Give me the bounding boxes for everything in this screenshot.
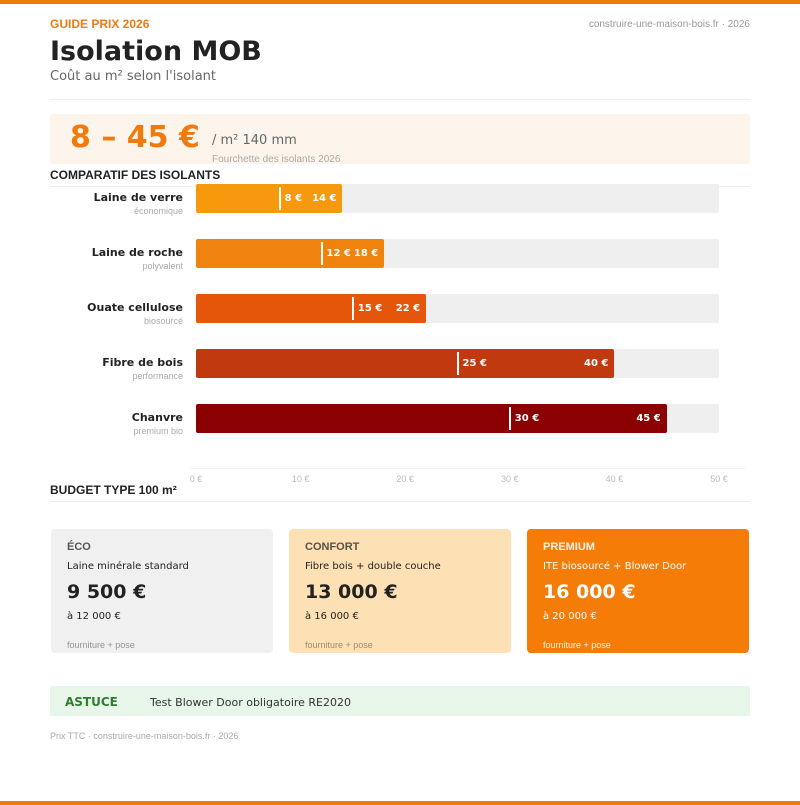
row-sublabel: biosourcé xyxy=(143,316,183,326)
tip-text: Test Blower Door obligatoire RE2020 xyxy=(150,696,352,709)
budget-card-1: CONFORT Fibre bois + double couche 13 000 … xyxy=(289,529,511,653)
card-note: fourniture + pose xyxy=(543,640,611,650)
hero-value: 8 – 45 € xyxy=(70,120,200,155)
card-tier: ÉCO xyxy=(67,541,91,553)
card-desc: Fibre bois + double couche xyxy=(305,561,441,572)
axis-tick-label: 50 € xyxy=(710,474,728,484)
card-tier: CONFORT xyxy=(305,541,360,553)
card-range: à 20 000 € xyxy=(543,611,597,622)
bar-range xyxy=(196,349,615,378)
card-desc: Laine minérale standard xyxy=(67,561,189,572)
card-price: 9 500 € xyxy=(67,581,147,603)
axis-tick-label: 0 € xyxy=(189,474,203,484)
divider xyxy=(50,501,750,502)
card-price: 13 000 € xyxy=(305,581,398,603)
budget-card-0: ÉCO Laine minérale standard 9 500 € à 12 00… xyxy=(51,529,273,653)
hero-unit: / m² 140 mm xyxy=(212,133,297,148)
row-label: Fibre de bois xyxy=(102,356,183,369)
axis-tick-label: 40 € xyxy=(605,474,624,484)
top-accent-bar xyxy=(0,0,800,4)
min-value-label: 8 € xyxy=(284,193,303,204)
min-marker xyxy=(320,242,323,265)
min-marker xyxy=(278,187,281,210)
hero-note: Fourchette des isolants 2026 xyxy=(212,154,341,165)
bar-range xyxy=(196,404,667,433)
row-label: Laine de verre xyxy=(93,191,183,204)
min-marker xyxy=(456,352,459,375)
card-tier: PREMIUM xyxy=(543,541,595,553)
site-label: construire-une-maison-bois.fr · 2026 xyxy=(588,19,750,30)
axis-tick-label: 20 € xyxy=(396,474,414,484)
max-value-label: 14 € xyxy=(312,193,337,204)
card-range: à 12 000 € xyxy=(67,611,121,622)
row-sublabel: performance xyxy=(132,371,183,381)
row-sublabel: économique xyxy=(133,206,183,216)
page-title: Isolation MOB xyxy=(50,36,262,67)
min-marker xyxy=(508,407,511,430)
axis-line xyxy=(190,468,745,469)
max-value-label: 40 € xyxy=(584,358,609,369)
card-price: 16 000 € xyxy=(543,581,636,603)
tip-box: ASTUCE Test Blower Door obligatoire RE20… xyxy=(50,686,750,716)
page-subtitle: Coût au m² selon l'isolant xyxy=(50,69,216,84)
bar-range xyxy=(196,294,427,323)
min-value-label: 15 € xyxy=(357,303,383,314)
divider xyxy=(50,99,750,100)
hero-box: 8 – 45 € / m² 140 mm Fourchette des isol… xyxy=(50,114,750,165)
max-value-label: 18 € xyxy=(353,248,379,259)
chart-title: COMPARATIF DES ISOLANTS xyxy=(50,168,221,182)
max-value-label: 22 € xyxy=(395,303,421,314)
min-value-label: 25 € xyxy=(462,358,487,369)
kicker: GUIDE PRIX 2026 xyxy=(50,17,150,31)
axis-tick-label: 10 € xyxy=(291,474,310,484)
card-note: fourniture + pose xyxy=(67,640,135,650)
axis-tick-label: 30 € xyxy=(501,474,519,484)
budget-card-2: PREMIUM ITE biosourcé + Blower Door 16 000… xyxy=(527,529,749,653)
min-value-label: 30 € xyxy=(514,413,540,424)
row-label: Laine de roche xyxy=(91,246,183,259)
row-label: Chanvre xyxy=(131,411,183,424)
row-sublabel: polyvalent xyxy=(142,261,183,271)
footer: Prix TTC · construire-une-maison-bois.fr… xyxy=(50,731,239,741)
min-marker xyxy=(351,297,354,320)
card-range: à 16 000 € xyxy=(305,611,359,622)
max-value-label: 45 € xyxy=(636,413,661,424)
budget-title: BUDGET TYPE 100 m² xyxy=(50,483,177,497)
row-sublabel: premium bio xyxy=(133,426,183,436)
tip-label: ASTUCE xyxy=(65,695,118,709)
min-value-label: 12 € xyxy=(326,248,351,259)
bar-range xyxy=(196,239,385,268)
card-desc: ITE biosourcé + Blower Door xyxy=(543,561,687,572)
row-label: Ouate cellulose xyxy=(87,301,183,314)
bottom-accent-bar xyxy=(0,801,800,805)
bar-range xyxy=(196,184,343,213)
card-note: fourniture + pose xyxy=(305,640,373,650)
